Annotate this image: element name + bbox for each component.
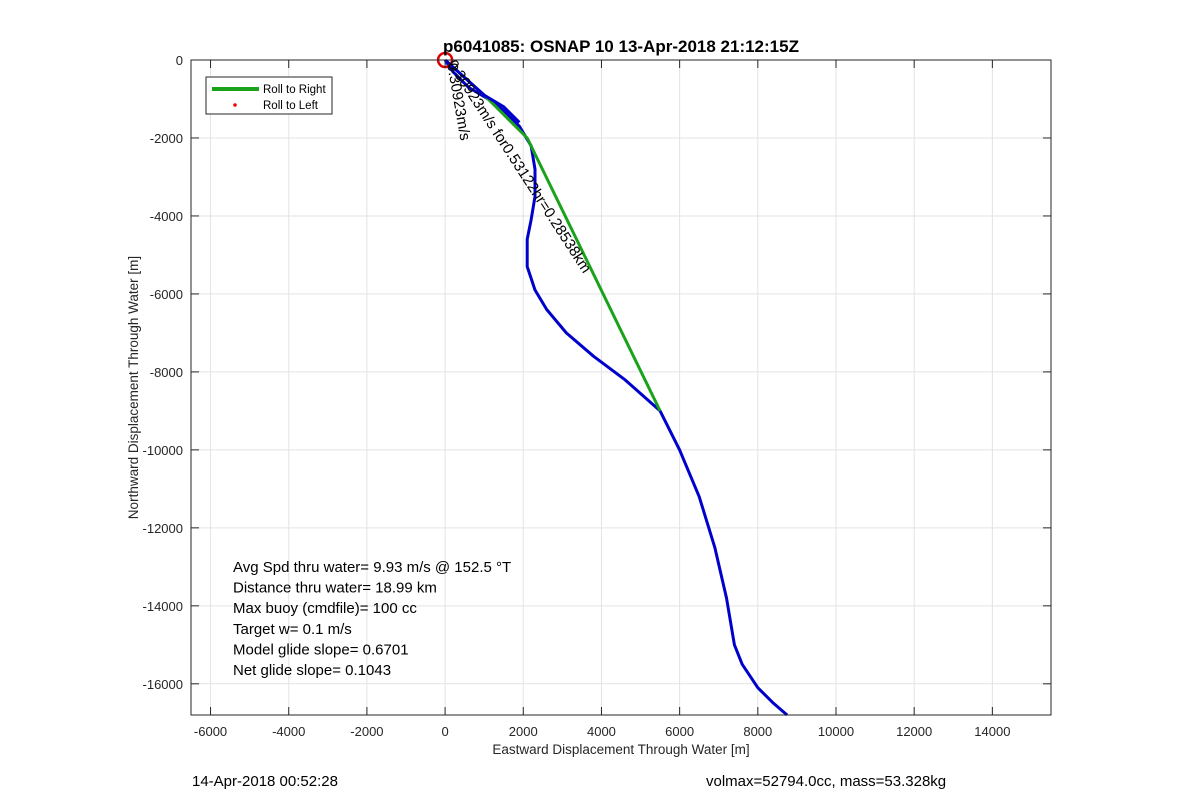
x-tick-label: 2000 — [509, 724, 538, 739]
y-tick-label: -16000 — [143, 677, 183, 692]
track-series-line — [443, 59, 789, 717]
x-tick-label: -4000 — [272, 724, 305, 739]
legend-box — [205, 76, 333, 115]
x-tick-label: 0 — [441, 724, 448, 739]
x-tick-label: 12000 — [896, 724, 932, 739]
y-tick-label: -6000 — [150, 287, 183, 302]
y-tick-label: -14000 — [143, 599, 183, 614]
chart-title: p6041085: OSNAP 10 13-Apr-2018 21:12:15Z — [443, 37, 799, 56]
legend-dot-icon — [233, 103, 237, 107]
y-tick-label: -8000 — [150, 365, 183, 380]
footer-vol-mass: volmax=52794.0cc, mass=53.328kg — [706, 773, 947, 790]
x-tick-label: -6000 — [194, 724, 227, 739]
x-tick-label: 6000 — [665, 724, 694, 739]
info-line: Net glide slope= 0.1043 — [233, 662, 391, 679]
info-line: Avg Spd thru water= 9.93 m/s @ 152.5 °T — [233, 559, 511, 576]
track-series-line — [444, 58, 521, 124]
x-tick-label: 10000 — [818, 724, 854, 739]
legend-label: Roll to Right — [263, 84, 326, 96]
x-tick-label: 8000 — [743, 724, 772, 739]
x-tick-label: 4000 — [587, 724, 616, 739]
x-axis-label: Eastward Displacement Through Water [m] — [492, 742, 749, 757]
legend-label: Roll to Left — [263, 100, 319, 112]
y-tick-label: -4000 — [150, 209, 183, 224]
y-tick-label: -2000 — [150, 131, 183, 146]
footer-timestamp: 14-Apr-2018 00:52:28 — [192, 773, 338, 790]
y-tick-label: -12000 — [143, 521, 183, 536]
info-line: Target w= 0.1 m/s — [233, 621, 352, 638]
y-axis-label: Northward Displacement Through Water [m] — [126, 256, 141, 519]
x-tick-label: 14000 — [974, 724, 1010, 739]
info-line: Max buoy (cmdfile)= 100 cc — [233, 600, 417, 617]
info-line: Distance thru water= 18.99 km — [233, 580, 437, 597]
axes-box — [190, 59, 1052, 716]
y-tick-label: 0 — [176, 53, 183, 68]
info-line: Model glide slope= 0.6701 — [233, 641, 409, 658]
y-tick-label: -10000 — [143, 443, 183, 458]
x-tick-label: -2000 — [350, 724, 383, 739]
